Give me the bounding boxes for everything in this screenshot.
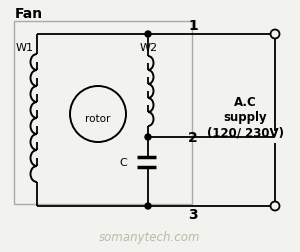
Bar <box>14 22 192 204</box>
Text: Fan: Fan <box>15 7 43 21</box>
Text: 3: 3 <box>188 207 198 221</box>
Circle shape <box>145 32 151 38</box>
Circle shape <box>145 203 151 209</box>
Text: rotor: rotor <box>85 114 111 123</box>
Circle shape <box>271 202 280 211</box>
Text: A.C
supply
(120/ 230V): A.C supply (120/ 230V) <box>206 96 284 139</box>
Text: 1: 1 <box>188 19 198 33</box>
Circle shape <box>271 30 280 39</box>
Text: somanytech.com: somanytech.com <box>99 230 201 243</box>
Text: 2: 2 <box>188 131 198 144</box>
Circle shape <box>145 135 151 140</box>
Text: W1: W1 <box>16 43 34 53</box>
Text: C: C <box>119 158 127 167</box>
Text: W2: W2 <box>140 43 158 53</box>
